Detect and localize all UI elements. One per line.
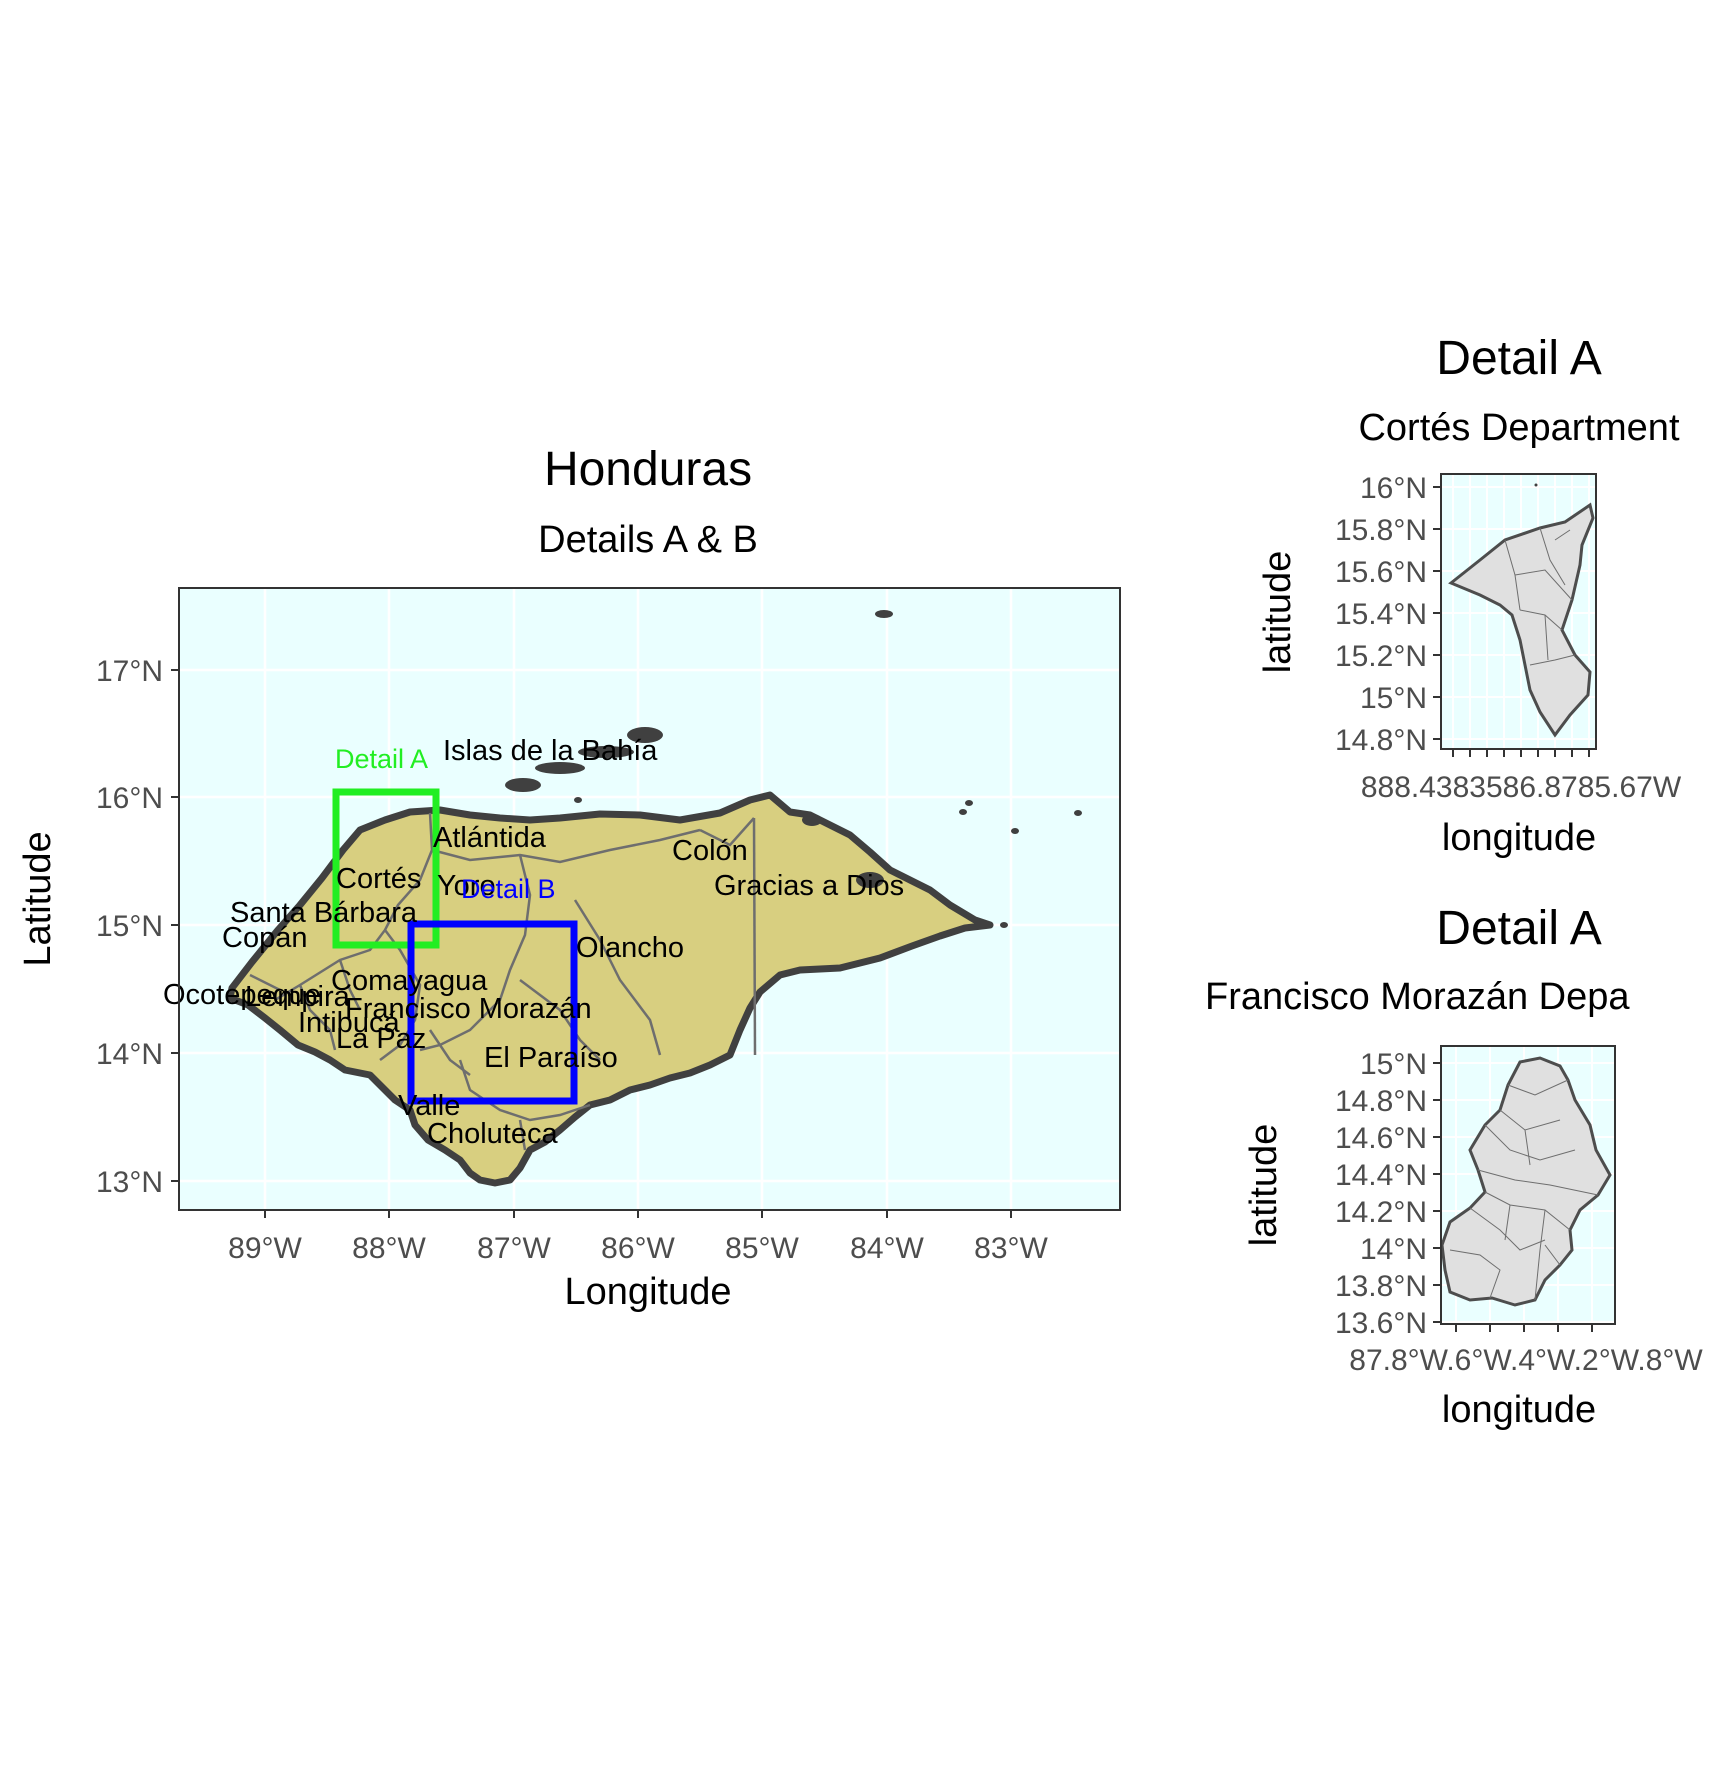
inset-bottom-xlabel: longitude — [1442, 1389, 1596, 1431]
y-tick-label: 15°N — [96, 910, 163, 943]
cortes-islet-dot — [1534, 483, 1538, 487]
y-tick-label: 14°N — [96, 1038, 163, 1071]
detail-b-box — [407, 920, 578, 1105]
x-tick-label: 83°W — [974, 1232, 1048, 1265]
x-tick-label: 85°W — [725, 1232, 799, 1265]
inset-top-subtitle: Cortés Department — [1358, 407, 1679, 449]
label-copan: Copán — [222, 922, 307, 954]
cortes-department-shape — [1448, 502, 1595, 738]
inset-top-xlabel: longitude — [1442, 817, 1596, 859]
label-valle: Valle — [398, 1090, 460, 1122]
inset-top-border — [1440, 473, 1597, 750]
inset-top-y-tick-label: 15.8°N — [1335, 514, 1427, 547]
label-yoro: Yoro — [437, 870, 496, 902]
main-map-ticks — [171, 669, 1012, 1218]
label-francisco-morazan: Francisco Morazán — [345, 993, 592, 1025]
label-ocotepeque: Ocotepeque — [163, 979, 321, 1011]
main-map-panel: Honduras Details A & B — [17, 443, 1121, 1313]
y-tick-label: 17°N — [96, 655, 163, 688]
label-choluteca: Choluteca — [427, 1118, 558, 1150]
inset-bottom-y-tick-label: 14.2°N — [1335, 1196, 1427, 1229]
islands — [505, 610, 1082, 928]
x-tick-label: 88°W — [352, 1232, 426, 1265]
x-tick-label: 84°W — [850, 1232, 924, 1265]
label-el-paraiso: El Paraíso — [484, 1042, 618, 1074]
inset-bottom-border — [1440, 1045, 1616, 1325]
x-tick-label: 87°W — [477, 1232, 551, 1265]
inset-top-y-tick-label: 14.8°N — [1335, 724, 1427, 757]
label-cortes: Cortés — [336, 863, 421, 895]
inset-bottom-y-tick-label: 14°N — [1360, 1233, 1427, 1266]
inset-top-y-tick-label: 15.2°N — [1335, 640, 1427, 673]
label-intibuca: Intibucá — [298, 1007, 400, 1039]
inset-top-y-tick-label: 15.4°N — [1335, 598, 1427, 631]
label-santa-barbara: Santa Bárbara — [230, 897, 418, 929]
inset-bottom-subtitle: Francisco Morazán Depa — [1205, 976, 1630, 1018]
detail-b-label: Detail B — [461, 874, 556, 904]
y-tick-label: 13°N — [96, 1166, 163, 1199]
inset-top-ticks — [1433, 486, 1590, 757]
inset-bottom-y-tick-label: 13.8°N — [1335, 1270, 1427, 1303]
inset-bottom-x-tick-labels: 87.8°W.6°W.4°W.2°W.8°W — [1349, 1344, 1703, 1377]
label-atlantida: Atlántida — [433, 822, 547, 854]
main-map-border — [178, 587, 1121, 1211]
inset-top-y-tick-label: 15.6°N — [1335, 556, 1427, 589]
label-comayagua: Comayagua — [331, 965, 488, 997]
detail-a-label: Detail A — [335, 744, 428, 774]
label-islas-de-la-bahia: Islas de la Bahía — [443, 735, 658, 767]
honduras-mainland — [226, 791, 994, 1187]
inset-bottom-title: Detail A — [1436, 902, 1601, 955]
main-map-title: Honduras — [544, 443, 752, 496]
department-boundaries — [249, 812, 757, 1151]
x-tick-label: 89°W — [228, 1232, 302, 1265]
main-map-subtitle: Details A & B — [538, 519, 758, 561]
inset-top-x-tick-labels: 888.4383586.8785.67W — [1361, 771, 1682, 804]
label-gracias-a-dios: Gracias a Dios — [714, 870, 904, 902]
detail-a-box — [332, 788, 440, 949]
inset-top-ylabel: latitude — [1257, 551, 1299, 674]
francisco-morazan-municipal-lines — [1449, 1079, 1599, 1301]
inset-bottom-y-tick-label: 14.6°N — [1335, 1122, 1427, 1155]
inset-bottom-ticks — [1433, 1062, 1593, 1332]
inset-bottom-y-tick-label: 14.8°N — [1335, 1085, 1427, 1118]
inset-bottom-y-tick-label: 13.6°N — [1335, 1307, 1427, 1340]
label-olancho: Olancho — [576, 932, 684, 964]
cortes-municipal-lines — [1504, 527, 1576, 666]
main-map-xlabel: Longitude — [565, 1271, 732, 1313]
inset-top-title: Detail A — [1436, 332, 1601, 385]
inset-bottom-y-tick-label: 15°N — [1360, 1048, 1427, 1081]
inset-top-y-tick-label: 16°N — [1360, 472, 1427, 505]
inset-top-y-tick-label: 15°N — [1360, 682, 1427, 715]
inset-bottom-panel: Detail A Francisco Morazán Depa — [1205, 902, 1703, 1431]
y-tick-label: 16°N — [96, 782, 163, 815]
label-lempira: Lempira — [245, 981, 351, 1013]
label-colon: Colón — [672, 835, 748, 867]
x-tick-label: 86°W — [601, 1232, 675, 1265]
inset-bottom-y-tick-label: 14.4°N — [1335, 1159, 1427, 1192]
main-map-ylabel: Latitude — [17, 831, 59, 966]
label-la-paz: La Paz — [336, 1023, 426, 1055]
inset-bottom-ylabel: latitude — [1243, 1124, 1285, 1247]
inset-top-panel: Detail A Cortés Department — [1257, 332, 1682, 859]
